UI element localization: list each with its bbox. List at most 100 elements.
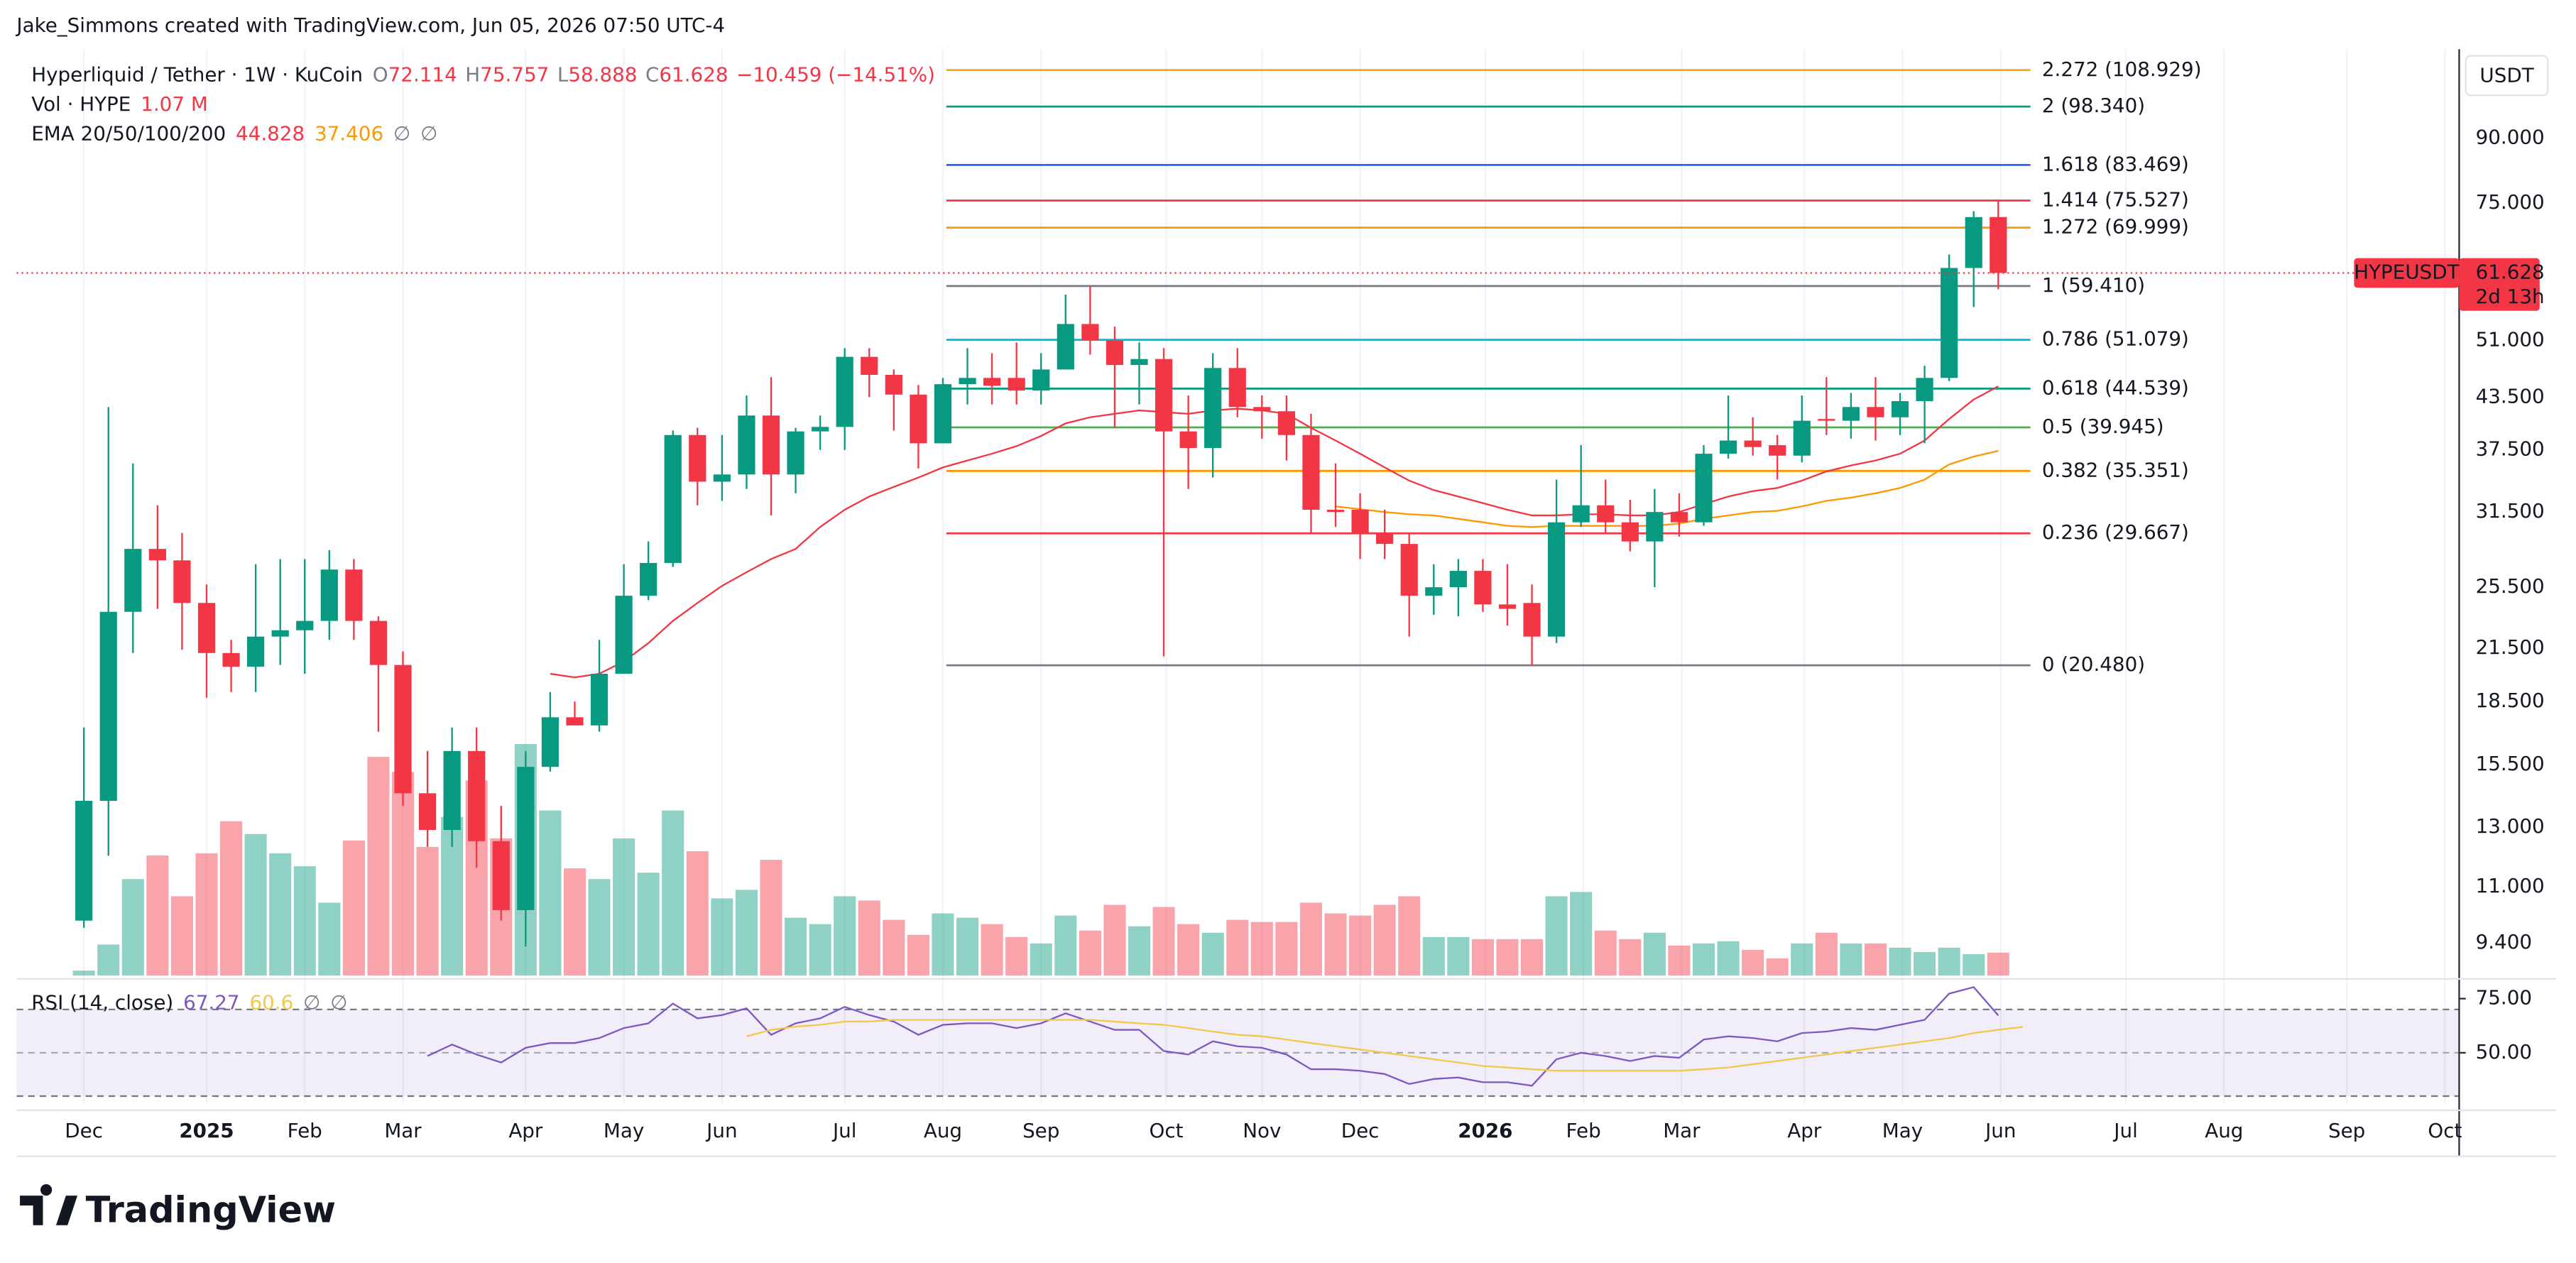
candle-body [443,750,461,831]
volume-bar [858,900,880,976]
x-tick-label: Jul [831,1119,856,1142]
ohlc-key: C [645,62,659,86]
x-tick-label: Feb [288,1119,322,1142]
candle-body [197,603,216,653]
volume-bar [1226,919,1249,976]
rsi-tick-label: 75.00 [2476,986,2532,1010]
candle-body [517,767,535,910]
candle-body [418,793,437,831]
x-tick-label: Feb [1566,1119,1601,1142]
volume-bar [809,924,831,976]
volume-bar [1324,913,1347,976]
x-tick-label: Oct [2428,1119,2462,1142]
y-tick-label: 18.500 [2476,689,2545,712]
x-tick-label: Jun [1984,1119,2016,1142]
volume-bar [1030,943,1052,976]
volume-bar [1520,939,1544,976]
y-tick-label: 11.000 [2476,874,2545,897]
candle-body [1106,340,1124,366]
volume-bar [195,853,218,976]
fib-label: 0 (20.480) [2042,652,2145,676]
volume-bar [1742,949,1764,976]
volume-bar [318,902,341,976]
candle-body [296,620,314,630]
volume-bar [367,757,390,976]
price-box [2459,258,2540,311]
x-tick-label: Mar [384,1119,422,1142]
brand-logo [20,1183,78,1225]
header: Jake_Simmons created with TradingView.co… [15,13,725,37]
y-tick-label: 37.500 [2476,437,2545,461]
ema-empty: ∅ [420,122,437,146]
candle-body [1351,509,1369,533]
volume-bar [1177,924,1200,976]
x-tick-label: Aug [924,1119,962,1142]
volume-bar [907,934,929,976]
ohlc-key: L [557,62,569,86]
volume-label: Vol · HYPE [31,92,131,116]
volume-bar [342,840,365,976]
x-tick-label: Nov [1243,1119,1281,1142]
rsi-line [427,986,1999,1087]
y-tick-label: 90.000 [2476,126,2545,149]
candle-body [541,717,559,767]
candle-body [566,717,584,726]
candle-body [1081,324,1099,341]
candle-body [1965,217,1982,268]
volume-bar [1152,907,1175,976]
volume-bar [1963,953,1985,976]
candle-body [1302,434,1320,510]
fib-label: 1.414 (75.527) [2042,187,2189,211]
candle-body [1916,378,1933,402]
fib-label: 1.618 (83.469) [2042,152,2189,175]
volume-bar [72,971,95,976]
rsi-tick-label: 50.00 [2476,1040,2532,1064]
volume-bar [1643,932,1666,976]
volume-bar [1938,947,1960,976]
fib-label: 1 (59.410) [2042,273,2145,297]
candle-body [1891,401,1909,417]
volume-bar [883,919,905,976]
volume-bar [1840,943,1862,976]
symbol-box [2354,258,2460,288]
brand: TradingView [20,1183,336,1231]
candle-body [1523,603,1541,637]
x-tick-label: Mar [1663,1119,1701,1142]
candle-body [1646,512,1664,542]
currency: USDT [2479,64,2534,87]
y-tick-label: 51.000 [2476,327,2545,351]
volume-bar [1373,904,1396,976]
candle-body [1548,522,1566,637]
ema-layer [550,386,1999,679]
candle-body [1695,454,1713,523]
rsi-value: 60.6 [249,990,293,1014]
volume-bar [170,896,193,976]
candle-body [861,356,878,375]
volume-bar [834,896,856,976]
axes: USDT 9.400 11.000 13.000 15.500 18.500 21.500… [16,49,2556,1157]
x-tick-label: 2025 [179,1119,234,1142]
candle-body [247,636,265,667]
volume-bar [416,846,439,976]
y-tick-label: 9.400 [2476,930,2532,953]
fib-label: 1.272 (69.999) [2042,215,2189,239]
volume-bar [637,873,660,976]
candle-body [1941,268,1958,378]
candle-body [394,665,412,794]
ohlc-value: 58.888 [568,62,637,86]
candle-body [1769,445,1786,456]
rsi-empty: ∅ [303,990,320,1014]
ema-line [1335,449,1999,528]
ema-value: 44.828 [236,122,305,146]
candle-layer [75,199,2007,947]
volume-bar [1791,943,1813,976]
candle-body [1228,368,1246,408]
volume-bar [97,944,120,976]
volume-bar [1398,896,1421,976]
volume-bar [613,838,635,976]
volume-bar [711,898,733,976]
volume-bar [1349,915,1372,976]
fib-label: 0.382 (35.351) [2042,458,2189,481]
candle-body [1621,522,1639,542]
